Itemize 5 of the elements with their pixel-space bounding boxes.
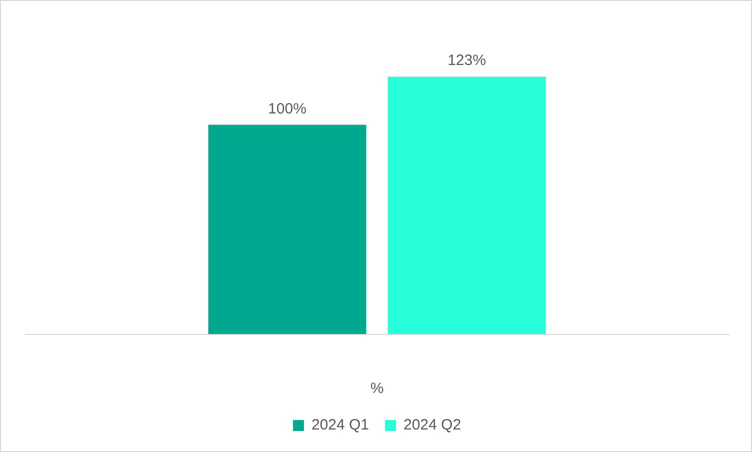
legend-label: 2024 Q2 xyxy=(404,416,462,434)
x-axis-title: % xyxy=(370,380,384,398)
legend-label: 2024 Q1 xyxy=(311,416,369,434)
data-label: 100% xyxy=(268,100,306,118)
data-label: 123% xyxy=(448,52,486,70)
